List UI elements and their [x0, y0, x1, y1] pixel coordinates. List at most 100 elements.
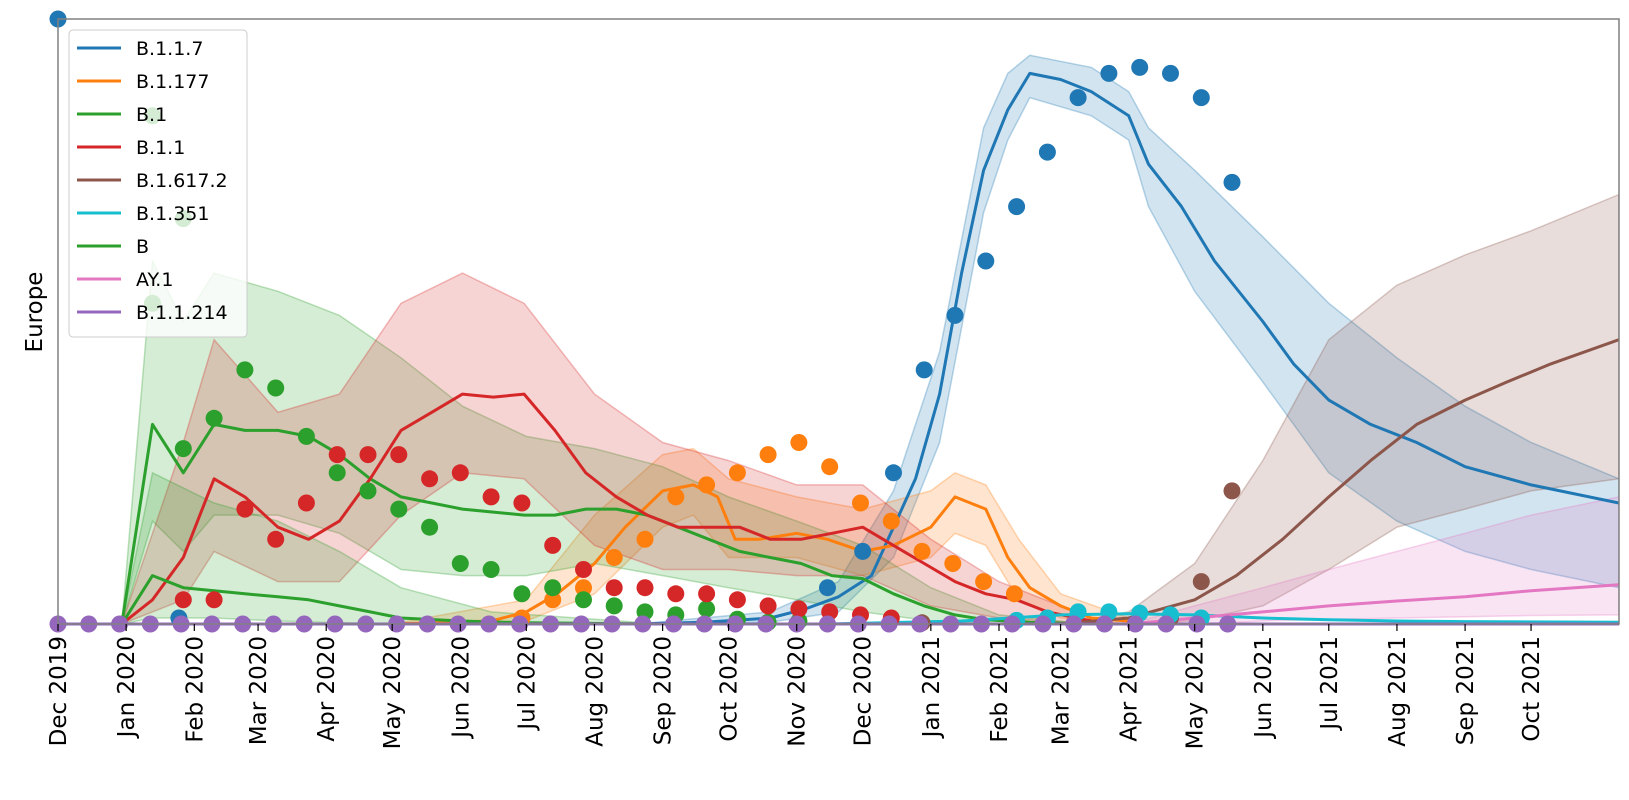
point-b-1-177-1-16 [1005, 585, 1023, 603]
x-tick-label-16: Apr 2021 [1117, 636, 1143, 742]
legend: B.1.1.7 B.1.177 B.1 B.1.1 B.1.617.2 B.1.351 BA… [68, 29, 248, 338]
point-b-1-2-4 [297, 427, 315, 445]
point-b-1-1-3-10 [482, 488, 500, 506]
x-tick-label-2: Feb 2020 [182, 636, 208, 743]
point-b-1-177-1-15 [975, 573, 993, 591]
point-b-1-2-12 [544, 579, 562, 597]
point-b-1-177-1-11 [852, 494, 869, 512]
point-b-1-1-3-0 [174, 591, 192, 609]
point-b-1-2-9 [451, 555, 469, 572]
point-b-1-1-3-17 [698, 585, 716, 603]
x-tick-label-19: Jul 2021 [1317, 636, 1343, 732]
legend-box [68, 29, 248, 338]
band-b-1-617-2-4 [1060, 193, 1619, 625]
point-b-1-2-7 [390, 500, 408, 518]
x-tick-label-10: Oct 2020 [717, 636, 743, 742]
x-axis: Dec 2019 Jan 2020 Feb 2020 Mar 2020 Apr 2020… [46, 624, 1545, 749]
point-b-1-1-3-5 [328, 446, 346, 464]
x-tick-label-14: Feb 2021 [987, 636, 1013, 743]
y-axis-label: Europe [22, 272, 48, 353]
x-tick-label-17: May 2021 [1183, 636, 1209, 749]
line-b-1-1-7-0 [634, 71, 1619, 626]
point-b-1-1-7-0-14 [1223, 173, 1241, 191]
point-b-1-177-1-2 [575, 579, 592, 597]
point-b-1-1-7-0-9 [1069, 89, 1087, 107]
point-b-1-1-3-12 [544, 536, 562, 554]
point-b-1-177-1-4 [636, 530, 654, 548]
point-b-1-2-3 [267, 379, 285, 397]
x-tick-label-6: Jun 2020 [448, 636, 474, 740]
point-b-1-1-7-0-4 [915, 361, 933, 379]
point-b-1-1-3-18 [728, 591, 746, 609]
x-tick-label-1: Jan 2020 [114, 636, 140, 739]
point-b-1-1-3-20 [790, 600, 808, 618]
x-tick-label-8: Aug 2020 [583, 636, 609, 747]
legend-label-b-1-177-1: B.1.177 [136, 71, 209, 93]
x-tick-label-11: Nov 2020 [785, 636, 811, 747]
x-tick-label-12: Dec 2020 [851, 636, 877, 746]
x-tick-label-22: Oct 2021 [1519, 636, 1545, 742]
x-tick-label-5: May 2020 [380, 636, 406, 749]
point-b-1-177-1-8 [759, 446, 777, 464]
point-b-1-1-7-0-11 [1131, 58, 1149, 76]
point-b-1-1-7-0-3 [885, 464, 902, 482]
point-b-1-1-7-0-7 [1008, 198, 1026, 216]
legend-label-b-1-617-2-4: B.1.617.2 [136, 170, 228, 192]
point-b-1-1-3-8 [421, 470, 439, 488]
point-b-1-1-3-2 [236, 500, 254, 518]
point-b-1-2-6 [359, 482, 377, 500]
point-b-1-2-11 [513, 585, 531, 603]
legend-label-b-1-1-214-8: B.1.1.214 [136, 302, 228, 324]
legend-label-ay-1-7: AY.1 [136, 269, 173, 291]
point-b-1-1-7-0-12 [1162, 64, 1179, 82]
point-b-1-1-3-11 [513, 494, 531, 512]
point-b-1-177-1-12 [882, 512, 900, 530]
x-tick-label-9: Sep 2020 [651, 636, 677, 745]
point-b-1-1-7-0-13 [1192, 89, 1210, 107]
x-tick-label-18: Jun 2021 [1251, 636, 1277, 740]
point-b-1-1-7-0-1 [819, 579, 836, 597]
point-b-1-1-3-6 [359, 446, 377, 464]
point-b-1-2-1 [205, 409, 223, 427]
point-b-1-177-1-5 [667, 488, 685, 506]
point-b-1-177-1-10 [821, 458, 839, 476]
point-b-1-1-7-0-5 [946, 306, 964, 324]
point-b-1-2-14 [605, 597, 623, 615]
point-b-1-177-1-6 [698, 476, 716, 494]
point-b-1-1-3-13 [575, 561, 592, 578]
point-b-1-2-10 [482, 561, 500, 578]
legend-label-b-6: B [136, 236, 149, 258]
point-b-1-177-1-7 [728, 464, 746, 482]
point-b-1-1-3-7 [390, 446, 408, 464]
point-b-1-1-3-16 [667, 585, 685, 603]
line-b-1-2 [120, 422, 1093, 626]
band-b-1-1-7-0 [636, 54, 1619, 625]
point-b-1-177-1-14 [944, 555, 962, 572]
point-b-1-2-8 [421, 518, 439, 536]
point-b-1-1-7-0-6 [977, 252, 995, 270]
x-tick-label-15: Mar 2021 [1049, 636, 1075, 745]
x-tick-label-7: Jul 2020 [514, 636, 540, 732]
point-b-1-1-3-19 [759, 597, 777, 615]
legend-label-b-1-1-7-0: B.1.1.7 [136, 38, 203, 60]
legend-label-b-1-351-5: B.1.351 [136, 203, 209, 225]
legend-label-b-1-1-3: B.1.1 [136, 137, 185, 159]
point-b-1-1-3-4 [297, 494, 315, 512]
point-b-1-1-3-1 [205, 591, 223, 609]
x-tick-label-21: Sep 2021 [1453, 636, 1479, 745]
point-b-1-1-7-0-10 [1100, 64, 1118, 82]
legend-label-b-1-2: B.1 [136, 104, 167, 126]
point-b-1-177-1-9 [790, 434, 808, 451]
point-b-1-177-1-3 [605, 549, 623, 566]
point-b-1-177-1-1 [544, 591, 562, 609]
point-b-1-177-1-13 [913, 542, 931, 560]
point-b-1-1-7-0-2 [854, 542, 872, 560]
point-b-1-617-2-4-3 [1223, 482, 1241, 500]
x-tick-label-20: Aug 2021 [1385, 636, 1411, 747]
line-b-1-617-2-4 [1059, 338, 1619, 626]
point-b-1-1-3-14 [605, 579, 623, 597]
confidence-bands [120, 54, 1619, 626]
point-b-1-1-3-3 [267, 530, 285, 548]
